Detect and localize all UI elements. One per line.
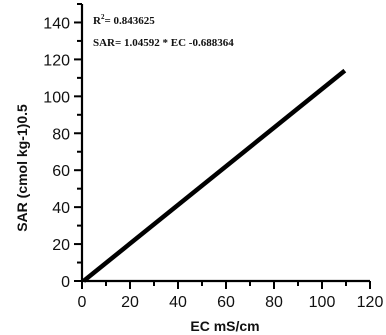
r2-letter: R	[93, 15, 102, 27]
r2-superscript: 2	[101, 13, 105, 21]
x-tick-label: 120	[357, 294, 384, 311]
y-axis-title: SAR (cmol kg-1)0.5	[14, 104, 30, 232]
x-tick-label: 20	[121, 294, 139, 311]
x-tick-label: 60	[217, 294, 235, 311]
x-tick-label: 0	[78, 294, 87, 311]
y-tick-label: 140	[43, 15, 70, 32]
y-tick-label: 60	[52, 163, 70, 180]
y-tick-label: 100	[43, 89, 70, 106]
regression-equation: SAR= 1.04592 * EC -0.688364	[93, 37, 234, 49]
equation-annotation: R2= 0.843625 SAR= 1.04592 * EC -0.688364	[93, 13, 234, 49]
x-tick-label: 80	[265, 294, 283, 311]
y-tick-label: 0	[61, 274, 70, 291]
series-layer	[82, 68, 347, 283]
x-axis-title: EC mS/cm	[190, 318, 259, 334]
r2-value: = 0.843625	[104, 15, 155, 27]
y-tick-label: 40	[52, 200, 70, 217]
x-tick-label: 100	[309, 294, 336, 311]
x-ticks: 0 20 40 60 80 100 120	[78, 281, 384, 311]
y-tick-label: 120	[43, 52, 70, 69]
r-squared-label: R2= 0.843625	[93, 13, 155, 27]
y-tick-label: 20	[52, 237, 70, 254]
x-tick-label: 40	[169, 294, 187, 311]
y-ticks: 0 20 40 60 80 100 120 140	[43, 3, 82, 291]
regression-line	[82, 68, 347, 283]
y-tick-label: 80	[52, 126, 70, 143]
